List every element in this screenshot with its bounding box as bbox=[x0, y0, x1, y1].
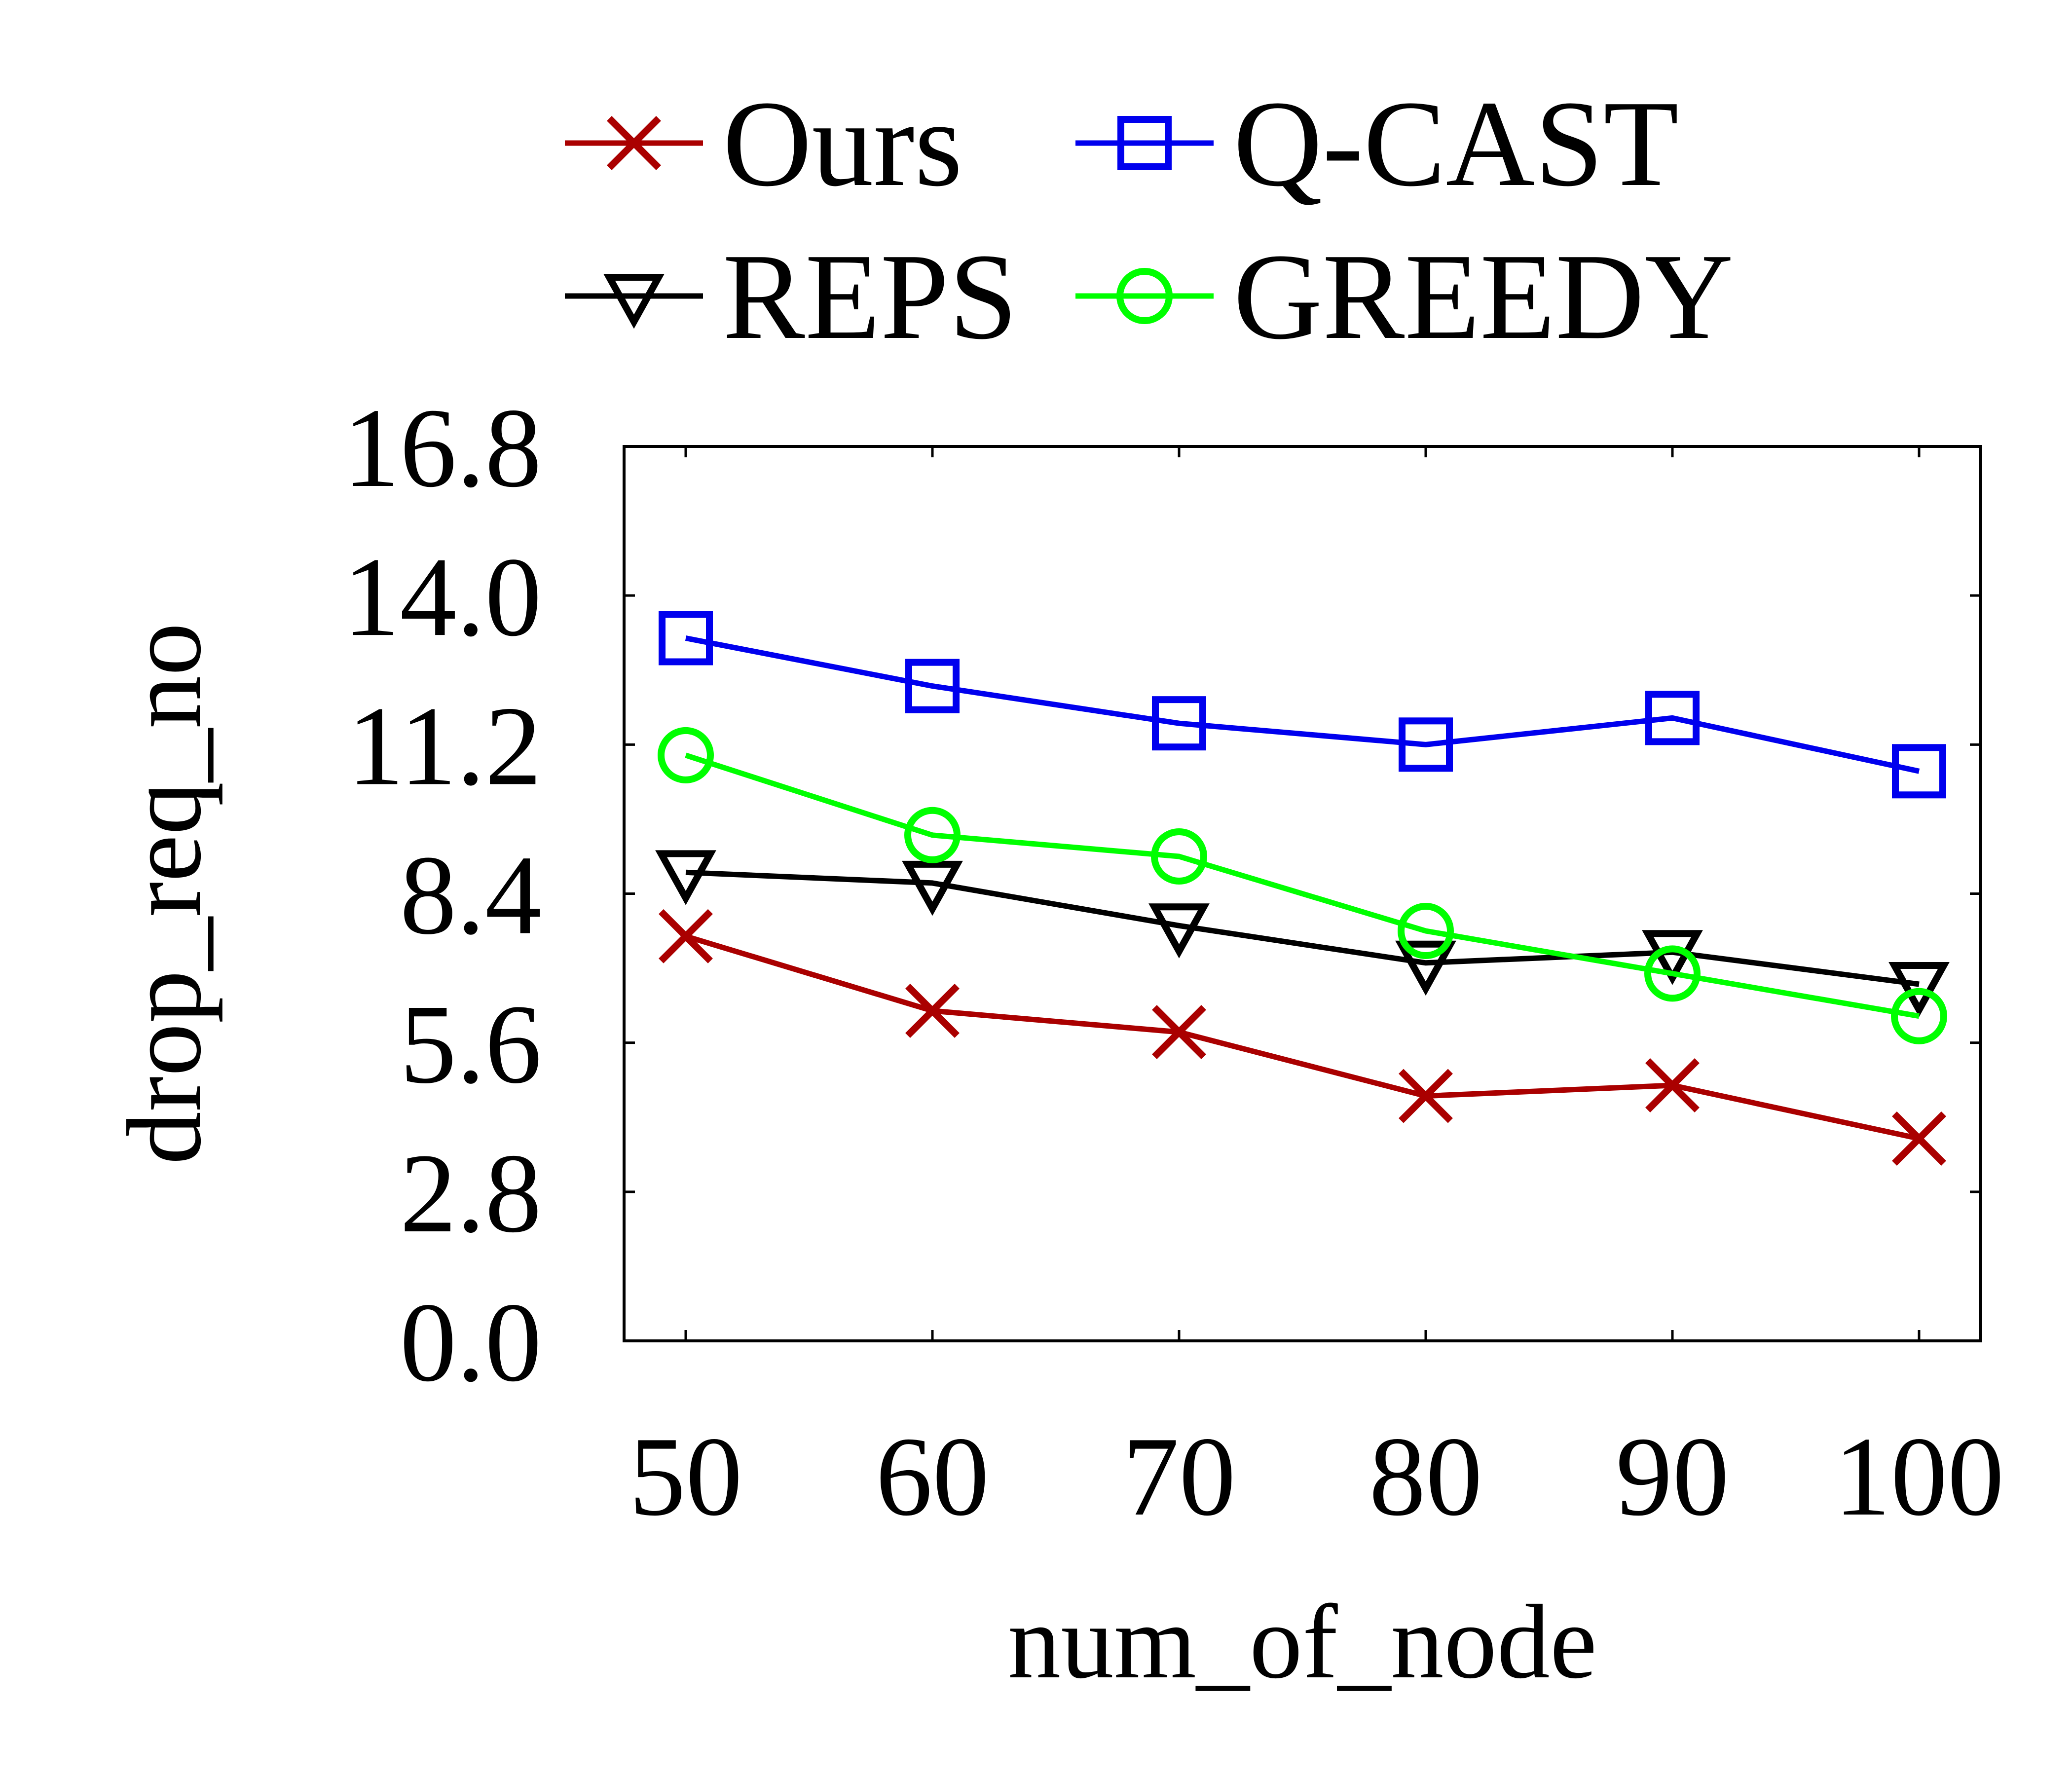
data-point-reps bbox=[655, 850, 716, 905]
x-tick-label: 90 bbox=[1616, 1413, 1729, 1539]
legend: Ours Q-CAST REPS GREEDY bbox=[565, 75, 1734, 365]
axis-ticks: 50 60 70 80 90 100 0.0 2.8 5.6 8.4 11.2 14.0 16.8 bbox=[343, 385, 2004, 1539]
series-q-cast bbox=[659, 611, 1946, 799]
series-greedy bbox=[658, 727, 1947, 1044]
marker-stroke bbox=[1399, 1069, 1453, 1123]
legend-label: REPS bbox=[723, 228, 1018, 365]
data-point-reps bbox=[1395, 940, 1456, 996]
x-tick-label: 70 bbox=[1122, 1413, 1236, 1539]
legend-entry-q-cast: Q-CAST bbox=[1075, 75, 1679, 212]
data-point-q-cast bbox=[1645, 691, 1700, 745]
y-tick-label: 8.4 bbox=[400, 832, 542, 958]
legend-marker bbox=[1117, 116, 1172, 170]
data-point-ours bbox=[1399, 1069, 1453, 1123]
y-tick-label: 0.0 bbox=[400, 1279, 542, 1405]
marker-stroke bbox=[1645, 1058, 1700, 1112]
data-point-q-cast bbox=[1152, 696, 1206, 751]
legend-label: Q-CAST bbox=[1233, 75, 1679, 212]
legend-entry-reps: REPS bbox=[565, 228, 1018, 365]
data-point-q-cast bbox=[659, 611, 713, 666]
series-line-greedy bbox=[685, 752, 1920, 1019]
x-tick-label: 80 bbox=[1369, 1413, 1482, 1539]
marker-stroke bbox=[659, 909, 713, 963]
data-point-greedy bbox=[1398, 903, 1454, 960]
x-tick-label: 50 bbox=[629, 1413, 742, 1539]
y-tick-label: 16.8 bbox=[343, 385, 542, 511]
data-point-greedy bbox=[904, 807, 961, 863]
marker-stroke bbox=[1152, 1005, 1206, 1060]
legend-marker bbox=[1116, 268, 1173, 324]
series-line-reps bbox=[685, 869, 1920, 987]
data-point-q-cast bbox=[1892, 744, 1946, 799]
series-line-q-cast bbox=[685, 635, 1920, 774]
marker-stroke bbox=[1892, 1111, 1946, 1166]
series-ours bbox=[659, 909, 1946, 1166]
data-point-reps bbox=[1148, 903, 1210, 959]
legend-entry-greedy: GREEDY bbox=[1075, 228, 1734, 365]
series-line-ours bbox=[685, 933, 1920, 1142]
data-point-greedy bbox=[1644, 945, 1701, 1002]
marker-stroke bbox=[607, 116, 661, 170]
data-point-q-cast bbox=[905, 659, 960, 713]
y-tick-label: 11.2 bbox=[347, 683, 542, 809]
legend-label: Ours bbox=[723, 75, 962, 212]
data-point-greedy bbox=[1891, 988, 1947, 1044]
x-axis-title: num_of_node bbox=[1008, 1583, 1597, 1701]
legend-entry-ours: Ours bbox=[565, 75, 962, 212]
data-point-ours bbox=[1892, 1111, 1946, 1166]
data-point-ours bbox=[659, 909, 713, 963]
data-point-greedy bbox=[1151, 828, 1207, 885]
data-point-reps bbox=[1888, 962, 1950, 1017]
marker-stroke bbox=[905, 983, 960, 1038]
data-point-ours bbox=[1152, 1005, 1206, 1060]
y-axis-title: drop_req_no bbox=[105, 623, 223, 1165]
legend-marker bbox=[603, 274, 665, 329]
x-tick-label: 60 bbox=[876, 1413, 989, 1539]
data-point-reps bbox=[902, 860, 963, 916]
data-point-greedy bbox=[658, 727, 714, 783]
data-point-ours bbox=[1645, 1058, 1700, 1112]
legend-label: GREEDY bbox=[1233, 228, 1734, 365]
x-tick-label: 100 bbox=[1834, 1413, 2004, 1539]
y-tick-label: 14.0 bbox=[343, 534, 542, 660]
y-tick-label: 2.8 bbox=[400, 1130, 542, 1256]
data-point-ours bbox=[905, 983, 960, 1038]
legend-marker bbox=[607, 116, 661, 170]
series-layer bbox=[655, 611, 1950, 1166]
data-point-q-cast bbox=[1399, 717, 1453, 772]
y-tick-label: 5.6 bbox=[400, 981, 542, 1107]
